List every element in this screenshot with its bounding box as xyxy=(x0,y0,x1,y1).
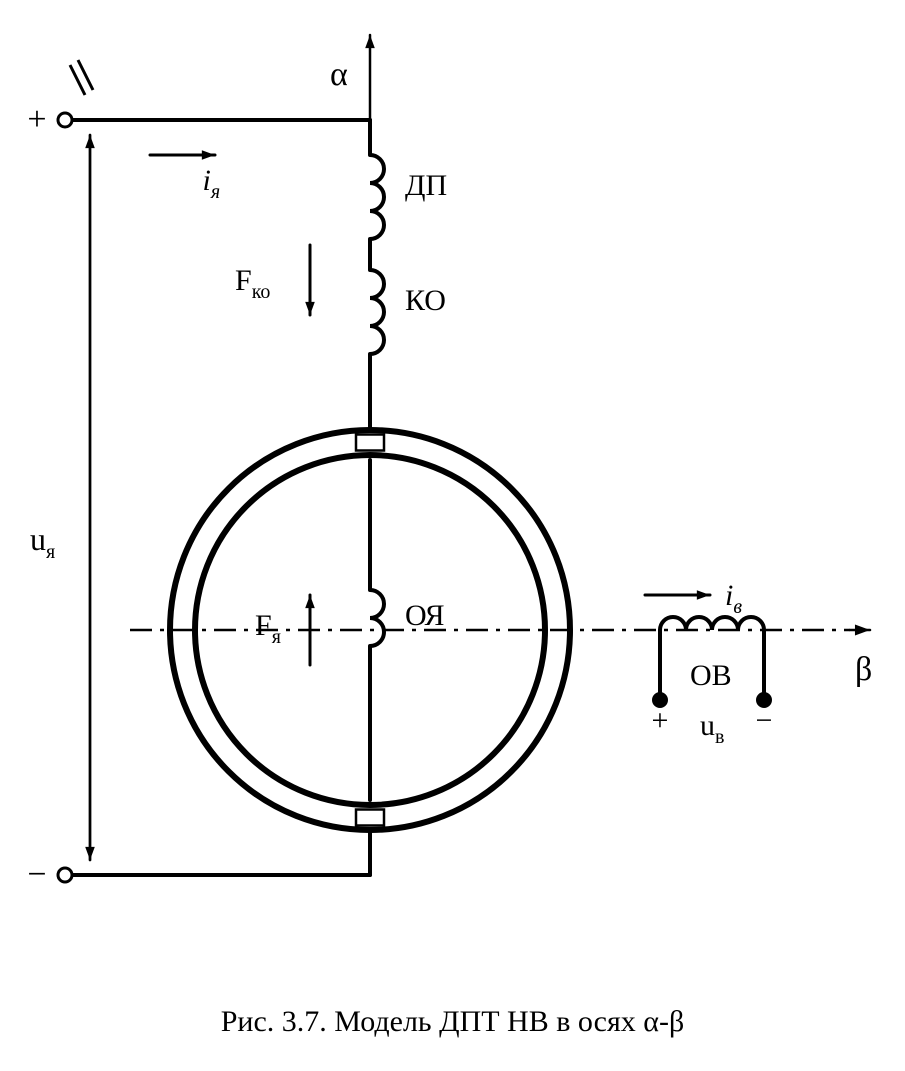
svg-text:+: + xyxy=(27,101,46,138)
svg-text:uв: uв xyxy=(700,709,724,748)
svg-text:iя: iя xyxy=(203,164,221,203)
svg-text:β: β xyxy=(855,651,872,688)
svg-text:iв: iв xyxy=(725,579,742,618)
caption-text: Рис. 3.7. Модель ДПТ НВ в осях α-β xyxy=(221,1005,684,1038)
svg-text:Fко: Fко xyxy=(235,264,270,303)
svg-text:ОВ: ОВ xyxy=(690,659,732,692)
svg-text:КО: КО xyxy=(405,284,446,317)
svg-text:−: − xyxy=(756,704,773,737)
figure-caption: Рис. 3.7. Модель ДПТ НВ в осях α-β xyxy=(0,1005,905,1039)
svg-text:ДП: ДП xyxy=(405,169,447,202)
svg-text:−: − xyxy=(27,856,46,893)
svg-text:uя: uя xyxy=(30,521,55,563)
svg-text:Fя: Fя xyxy=(255,609,281,648)
dpt-model-diagram: α β + − uя iя ДП КО ОЯ Fко Fя ОВ + − iв uв xyxy=(0,0,905,1071)
svg-text:α: α xyxy=(330,56,348,93)
svg-text:+: + xyxy=(652,704,669,737)
svg-text:ОЯ: ОЯ xyxy=(405,599,445,632)
